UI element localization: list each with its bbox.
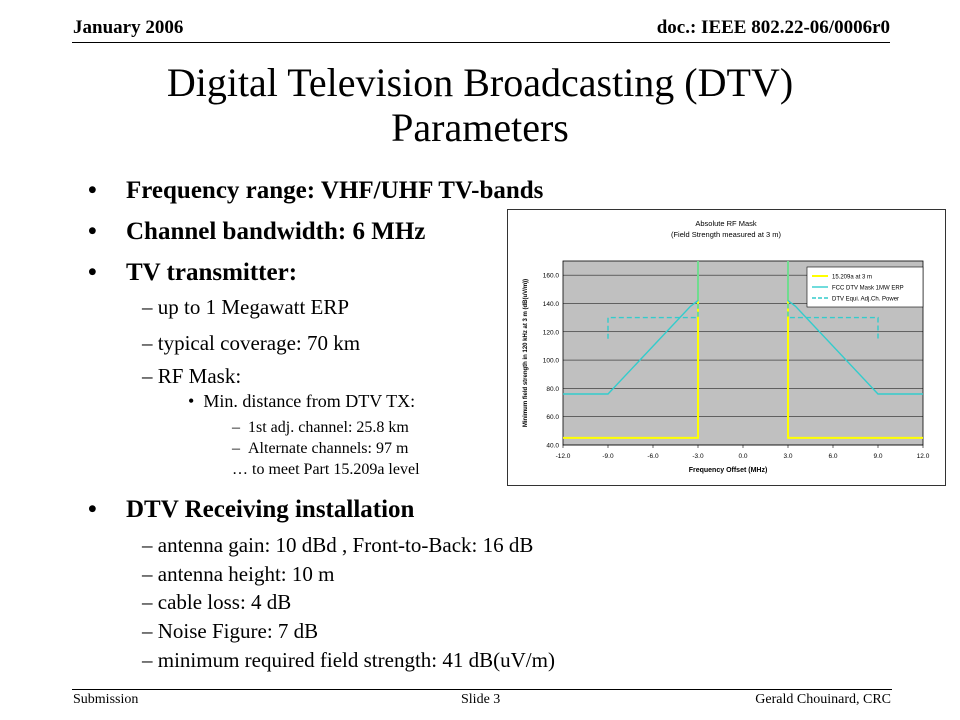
x-tick-label: 3.0 bbox=[783, 453, 792, 460]
rf-mask-min-distance: • Min. distance from DTV TX: bbox=[188, 391, 416, 411]
y-tick-label: 80.0 bbox=[546, 386, 559, 393]
header-rule bbox=[72, 42, 890, 43]
chart-subtitle: (Field Strength measured at 3 m) bbox=[671, 230, 782, 239]
slide-title-line2: Parameters bbox=[391, 105, 569, 150]
rf-mask-note: … to meet Part 15.209a level bbox=[232, 461, 420, 478]
x-tick-label: -12.0 bbox=[556, 453, 571, 460]
bullet-channel-bandwidth: • Channel bandwidth: 6 MHz bbox=[88, 218, 426, 245]
x-tick-label: 0.0 bbox=[738, 453, 747, 460]
rx-antenna-height: – antenna height: 10 m bbox=[142, 562, 335, 586]
chart-legend: 15.209a at 3 m FCC DTV Mask 1MW ERP DTV Eq… bbox=[806, 266, 924, 308]
x-tick-label: 12.0 bbox=[917, 453, 930, 460]
footer-rule bbox=[72, 689, 892, 690]
chart-y-axis-label: Minimum field strength in 120 kHz at 3 m… bbox=[523, 279, 529, 427]
rf-mask-alternate-channels: – Alternate channels: 97 m bbox=[232, 440, 409, 457]
y-tick-label: 120.0 bbox=[543, 329, 560, 336]
header-date: January 2006 bbox=[73, 17, 184, 38]
sub-bullet-rf-mask: – RF Mask: bbox=[142, 364, 242, 388]
sub-bullet-coverage: – typical coverage: 70 km bbox=[142, 331, 361, 355]
slide-title-line1: Digital Television Broadcasting (DTV) bbox=[166, 60, 794, 105]
sub-bullet-erp: – up to 1 Megawatt ERP bbox=[142, 295, 350, 319]
header-doc-id: doc.: IEEE 802.22-06/0006r0 bbox=[656, 17, 890, 38]
legend-entry: DTV Equi. Adj.Ch. Power bbox=[832, 297, 899, 303]
y-tick-label: 100.0 bbox=[543, 358, 560, 365]
rf-mask-adjacent-channel: – 1st adj. channel: 25.8 km bbox=[232, 419, 409, 436]
series-line-1 bbox=[563, 261, 923, 439]
x-tick-label: 6.0 bbox=[828, 453, 837, 460]
footer-submission: Submission bbox=[73, 692, 139, 707]
legend-entry: FCC DTV Mask 1MW ERP bbox=[832, 286, 904, 292]
rx-noise-figure: – Noise Figure: 7 dB bbox=[142, 619, 319, 643]
rx-cable-loss: – cable loss: 4 dB bbox=[142, 590, 292, 614]
footer-author: Gerald Chouinard, CRC bbox=[755, 692, 891, 707]
chart-x-axis-label: Frequency Offset (MHz) bbox=[689, 467, 768, 474]
rf-mask-chart: Absolute RF Mask (Field Strength measure… bbox=[507, 209, 946, 486]
bullet-frequency-range: • Frequency range: VHF/UHF TV-bands bbox=[88, 177, 544, 204]
y-tick-label: 160.0 bbox=[543, 273, 560, 280]
x-tick-label: -6.0 bbox=[647, 453, 659, 460]
rf-mask-chart-svg: Absolute RF Mask (Field Strength measure… bbox=[523, 219, 930, 474]
footer-slide-number: Slide 3 bbox=[461, 692, 501, 707]
rx-min-field-strength: – minimum required field strength: 41 dB… bbox=[142, 648, 555, 672]
x-tick-label: 9.0 bbox=[873, 453, 882, 460]
rx-antenna-gain: – antenna gain: 10 dBd , Front-to-Back: … bbox=[142, 533, 534, 557]
chart-title: Absolute RF Mask bbox=[695, 219, 757, 228]
bullet-dtv-receiving: • DTV Receiving installation bbox=[88, 496, 415, 523]
series-line-2 bbox=[563, 261, 923, 395]
y-tick-label: 40.0 bbox=[546, 443, 559, 450]
y-tick-label: 140.0 bbox=[543, 301, 560, 308]
legend-entry: 15.209a at 3 m bbox=[832, 275, 872, 281]
slide-title: Digital Television Broadcasting (DTV) Pa… bbox=[0, 60, 960, 150]
y-tick-label: 60.0 bbox=[546, 414, 559, 421]
x-tick-label: -3.0 bbox=[692, 453, 704, 460]
x-tick-label: -9.0 bbox=[602, 453, 614, 460]
series-line-3 bbox=[607, 303, 879, 339]
bullet-tv-transmitter: • TV transmitter: bbox=[88, 259, 298, 286]
